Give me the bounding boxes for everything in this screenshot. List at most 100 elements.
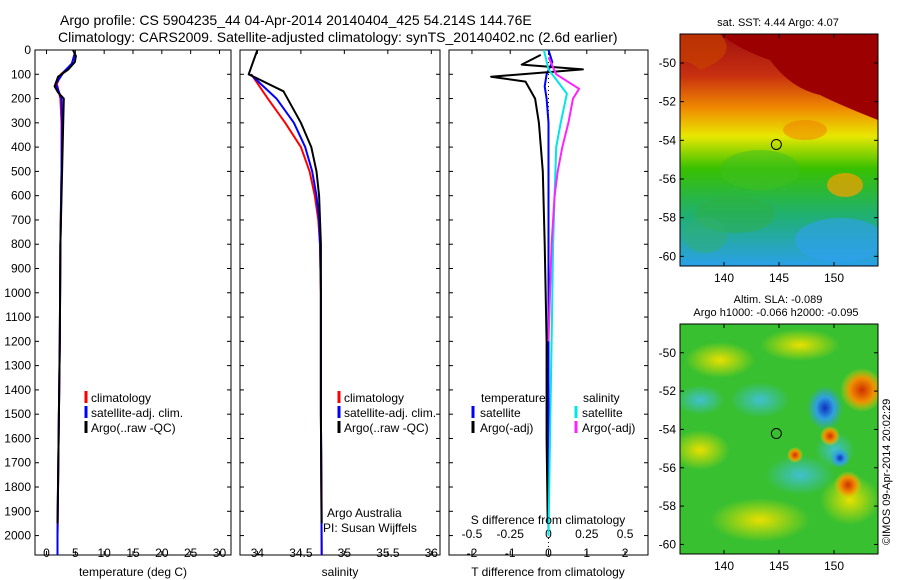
sla-map-ticks: 140 145 150 -50 -52 -54 -56 -58 -60 bbox=[659, 324, 878, 573]
sst-map-image bbox=[680, 34, 878, 266]
s-difference-tick-label: 0.25 bbox=[575, 527, 599, 541]
x-tick-label: 20 bbox=[155, 546, 169, 560]
map-lat-tick-label: -58 bbox=[659, 499, 677, 513]
x-tick-label: 34.5 bbox=[289, 546, 313, 560]
x-tick-label: 30 bbox=[213, 546, 227, 560]
pressure-tick-label: 700 bbox=[11, 213, 31, 227]
temperature-panel: 0100200300400500600700800900100011001200… bbox=[4, 43, 232, 579]
pressure-tick-label: 1000 bbox=[4, 286, 31, 300]
difference-line-t-satellite bbox=[543, 50, 554, 536]
temperature-line-argo-raw-qc bbox=[53, 50, 77, 524]
difference-line-s-satellite bbox=[542, 50, 568, 536]
s-difference-tick-label: -0.5 bbox=[462, 527, 483, 541]
pressure-tick-label: 1900 bbox=[4, 504, 31, 518]
map-lat-tick-label: -52 bbox=[659, 95, 677, 109]
salinity-series bbox=[247, 50, 323, 555]
credit-pi: PI: Susan Wijffels bbox=[323, 521, 417, 535]
x-tick-label: -1 bbox=[505, 546, 516, 560]
figure-title-line2: Climatology: CARS2009. Satellite-adjuste… bbox=[58, 29, 618, 45]
temperature-legend: climatology satellite-adj. clim. Argo(..… bbox=[84, 391, 183, 435]
sst-argo-position-marker bbox=[770, 138, 782, 150]
pressure-tick-label: 1400 bbox=[4, 383, 31, 397]
pressure-tick-label: 100 bbox=[11, 67, 31, 81]
x-tick-label: 0 bbox=[43, 546, 50, 560]
legend-label-satellite: satellite-adj. clim. bbox=[344, 406, 436, 420]
legend-label-t-argo: Argo(-adj) bbox=[480, 421, 533, 435]
s-difference-axis-ticks: -0.5-0.2500.250.5 bbox=[462, 527, 634, 541]
salinity-panel: 34 34.5 35 35.5 36 salinity climatology sate… bbox=[239, 49, 441, 579]
x-tick-label: 5 bbox=[72, 546, 79, 560]
pressure-tick-label: 500 bbox=[11, 164, 31, 178]
temperature-series bbox=[53, 50, 77, 555]
map-lon-tick-label: 140 bbox=[714, 271, 734, 285]
x-tick-label: 35.5 bbox=[376, 546, 400, 560]
figure-title-line1: Argo profile: CS 5904235_44 04-Apr-2014 … bbox=[60, 12, 532, 28]
legend-label-climatology: climatology bbox=[344, 391, 404, 405]
map-lat-tick-label: -58 bbox=[659, 211, 677, 225]
difference-panel: -2 -1 0 1 2 -0.5 -0.25 0 0.25 0.5 S difference f… bbox=[448, 49, 649, 579]
map-lat-tick-label: -50 bbox=[659, 56, 677, 70]
imos-timestamp: ©IMOS 09-Apr-2014 20:02:29 bbox=[881, 399, 893, 545]
map-lat-tick-label: -54 bbox=[659, 133, 677, 147]
x-tick-label: 2 bbox=[622, 546, 629, 560]
s-difference-tick-label: -0.25 bbox=[497, 527, 525, 541]
t-difference-axis-label: T difference from climatology bbox=[471, 565, 625, 579]
x-tick-label: -2 bbox=[467, 546, 478, 560]
legend-label-s-satellite: satellite bbox=[582, 406, 623, 420]
pressure-tick-label: 200 bbox=[11, 92, 31, 106]
map-lon-tick-label: 150 bbox=[824, 559, 844, 573]
difference-series bbox=[490, 50, 584, 555]
x-tick-label: 0 bbox=[545, 546, 552, 560]
pressure-tick-label: 900 bbox=[11, 262, 31, 276]
map-lat-tick-label: -60 bbox=[659, 537, 677, 551]
credit-organisation: Argo Australia bbox=[327, 506, 402, 520]
legend-title-salinity: salinity bbox=[583, 391, 620, 405]
map-lon-tick-label: 145 bbox=[769, 559, 789, 573]
salinity-axis-label: salinity bbox=[322, 565, 359, 579]
x-tick-label: 15 bbox=[126, 546, 140, 560]
x-tick-label: 1 bbox=[583, 546, 590, 560]
t-difference-axis-ticks: -2 -1 0 1 2 bbox=[467, 50, 629, 560]
legend-title-temperature: temperature bbox=[481, 391, 546, 405]
map-lon-tick-label: 140 bbox=[714, 559, 734, 573]
map-lat-tick-label: -56 bbox=[659, 172, 677, 186]
sla-map-title-line1: Altim. SLA: -0.089 bbox=[734, 294, 823, 306]
x-tick-label: 34 bbox=[251, 546, 265, 560]
sla-argo-position-marker bbox=[770, 428, 782, 440]
map-lat-tick-label: -50 bbox=[659, 346, 677, 360]
pressure-tick-label: 600 bbox=[11, 189, 31, 203]
x-tick-label: 36 bbox=[425, 546, 439, 560]
pressure-tick-label: 1700 bbox=[4, 456, 31, 470]
difference-line-s-argo-adj bbox=[547, 56, 581, 342]
pressure-tick-label: 800 bbox=[11, 237, 31, 251]
difference-legend: temperature satellite Argo(-adj) salinit… bbox=[471, 391, 635, 435]
pressure-tick-label: 1200 bbox=[4, 334, 31, 348]
pressure-tick-label: 1300 bbox=[4, 359, 31, 373]
sst-map-panel: sat. SST: 4.44 Argo: 4.07 140 145 150 -50 -5… bbox=[659, 17, 879, 285]
pressure-axis-ticks: 0 100 200 300 400 500 600 700 800 900 1000 1100 1200… bbox=[4, 43, 231, 543]
x-tick-label: 35 bbox=[338, 546, 352, 560]
x-tick-label: 10 bbox=[97, 546, 111, 560]
pressure-tick-label: 400 bbox=[11, 140, 31, 154]
map-lat-tick-label: -56 bbox=[659, 461, 677, 475]
pressure-tick-label: 2000 bbox=[4, 529, 31, 543]
legend-label-t-satellite: satellite bbox=[480, 406, 521, 420]
pressure-tick-label: 1600 bbox=[4, 431, 31, 445]
sla-map-image bbox=[680, 324, 878, 554]
salinity-line-argo-raw-qc bbox=[247, 50, 323, 524]
difference-y-ticks bbox=[449, 49, 648, 537]
pressure-tick-label: 1800 bbox=[4, 480, 31, 494]
salinity-axis-ticks: 34 34.5 35 35.5 36 bbox=[251, 50, 439, 560]
temperature-axis-ticks: 0 5 10 15 20 25 30 bbox=[43, 50, 226, 560]
map-lat-tick-label: -52 bbox=[659, 384, 677, 398]
sst-map-ticks: 140 145 150 -50 -52 -54 -56 -58 -60 bbox=[659, 34, 878, 285]
difference-line-t-argo-adj bbox=[490, 54, 584, 524]
temperature-axis-label: temperature (deg C) bbox=[79, 565, 187, 579]
legend-label-s-argo: Argo(-adj) bbox=[582, 421, 635, 435]
salinity-plot-frame bbox=[239, 49, 441, 556]
temperature-plot-frame bbox=[34, 49, 232, 556]
legend-label-argo: Argo(..raw -QC) bbox=[91, 421, 176, 435]
sla-map-title-line2: Argo h1000: -0.066 h2000: -0.095 bbox=[693, 307, 858, 319]
s-difference-axis-label: S difference from climatology bbox=[471, 513, 626, 527]
map-lat-tick-label: -54 bbox=[659, 422, 677, 436]
